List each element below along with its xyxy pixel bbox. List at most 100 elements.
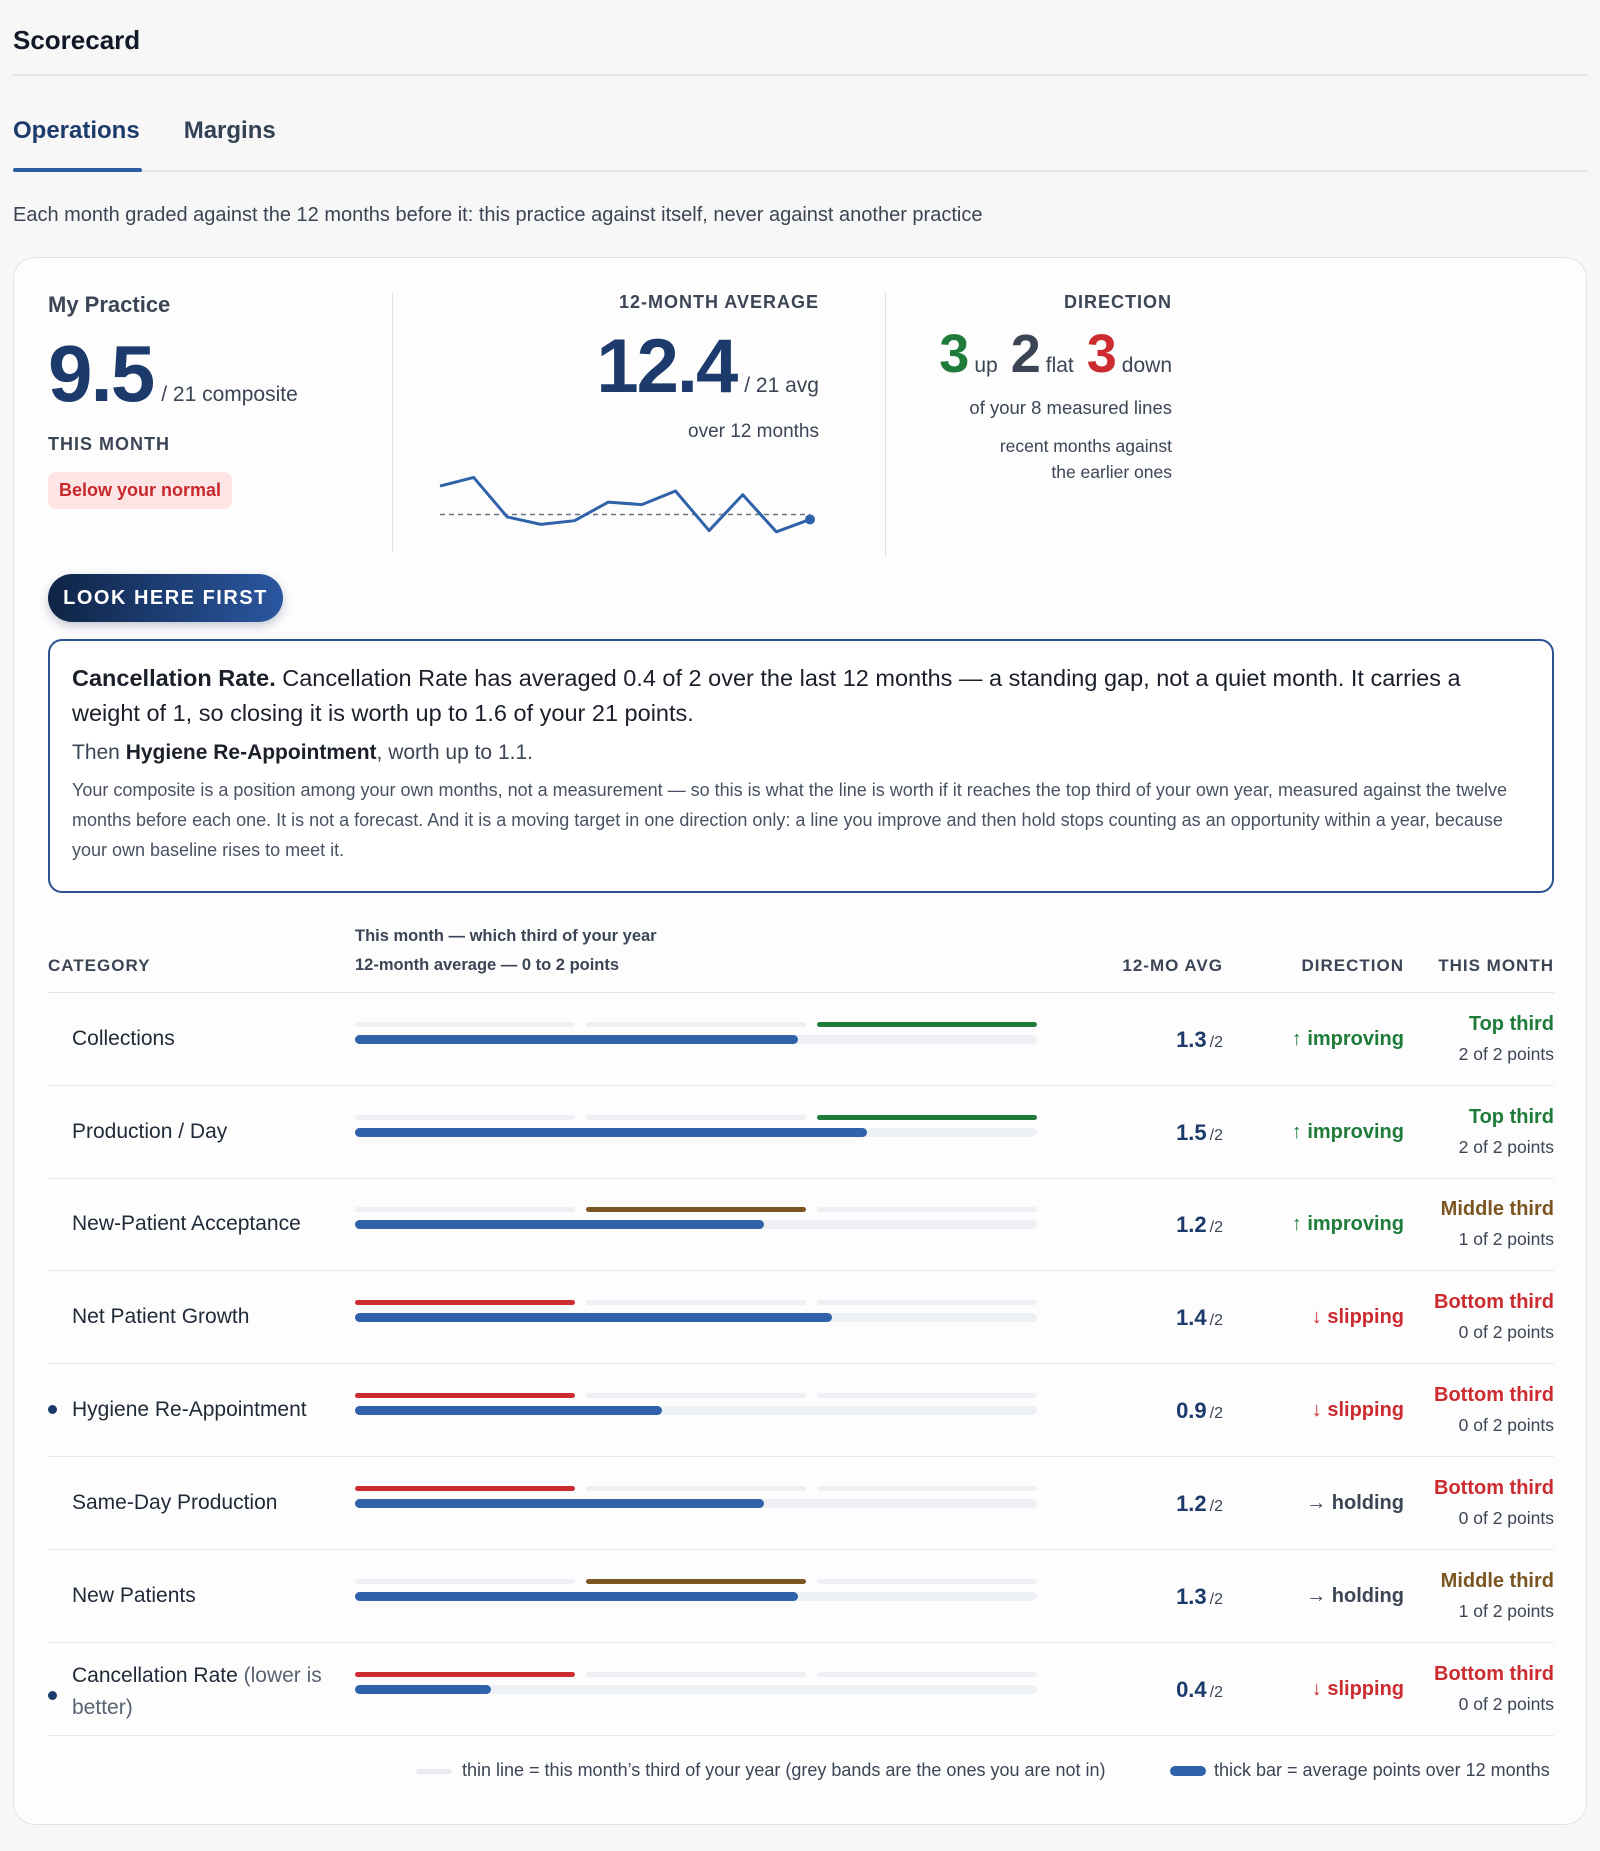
flat-word: flat (1045, 354, 1074, 377)
third-and-average-bars (355, 1110, 1037, 1150)
callout-main: Cancellation Rate. Cancellation Rate has… (72, 661, 1530, 731)
third-band (586, 1672, 806, 1677)
direction-label: DIRECTION (1064, 292, 1172, 312)
third-label: Top third (1468, 1013, 1554, 1035)
average-number: 1.2 (1176, 1491, 1207, 1516)
average-bar (355, 1220, 764, 1229)
table-row[interactable]: Net Patient Growth 1.4/2 ↓ slipping Bottom … (48, 1271, 1554, 1364)
points-label: 0 of 2 points (1458, 1508, 1554, 1528)
priority-dot-icon (48, 1405, 57, 1414)
third-label: Middle third (1440, 1570, 1554, 1592)
this-month-rating: Top third 2 of 2 points (1404, 1106, 1554, 1158)
this-month-rating: Middle third 1 of 2 points (1404, 1570, 1554, 1622)
third-band (586, 1115, 806, 1120)
average-number: 1.5 (1176, 1120, 1207, 1145)
direction-line-2: recent months against (999, 436, 1172, 456)
average-summary: 12-MONTH AVERAGE 12.4 / 21 avg over 12 m… (394, 292, 886, 557)
third-band (817, 1207, 1037, 1212)
average-scale: /2 (1209, 1684, 1223, 1701)
category-label: Hygiene Re-Appointment (72, 1398, 307, 1421)
third-and-average-bars (355, 1667, 1037, 1707)
callout-lead-bold: Cancellation Rate. (72, 665, 276, 691)
average-value: 1.2/2 (1083, 1491, 1223, 1517)
average-scale: /2 (1209, 1498, 1223, 1515)
category-label: Net Patient Growth (72, 1305, 250, 1328)
average-bar (355, 1592, 798, 1601)
table-row[interactable]: Production / Day 1.5/2 ↑ improving Top thir… (48, 1086, 1554, 1179)
direction-status: ↑ improving (1291, 1121, 1404, 1143)
col-this-month: THIS MONTH (1438, 956, 1554, 975)
table-header: CATEGORY This month — which third of you… (48, 908, 1554, 993)
direction-status: ↓ slipping (1311, 1306, 1404, 1328)
category-label: New Patients (72, 1584, 196, 1607)
average-bar (355, 1035, 798, 1044)
average-caption: over 12 months (688, 421, 819, 442)
table-row[interactable]: Hygiene Re-Appointment 0.9/2 ↓ slipping Bot… (48, 1364, 1554, 1457)
average-scale: /2 (1209, 1312, 1223, 1329)
third-label: Top third (1468, 1106, 1554, 1128)
average-bar (355, 1313, 832, 1322)
category-label: Production / Day (72, 1120, 228, 1143)
third-band (817, 1300, 1037, 1305)
average-number: 0.4 (1176, 1677, 1207, 1702)
callout-then-prefix: Then (72, 741, 126, 764)
sparkline-current-point (805, 514, 815, 525)
status-badge: Below your normal (48, 472, 233, 509)
average-number: 0.9 (1176, 1398, 1207, 1423)
scorecard-card: My Practice 9.5 / 21 composite THIS MONT… (13, 257, 1587, 1825)
category-name: New-Patient Acceptance (72, 1212, 301, 1236)
third-band (586, 1300, 806, 1305)
average-scale: /2 (1209, 1034, 1223, 1051)
third-band (817, 1672, 1037, 1677)
tab-operations[interactable]: Operations (13, 76, 142, 172)
average-bar (355, 1406, 662, 1415)
col-bars-line-1: This month — which third of your year (355, 927, 657, 945)
tab-margins[interactable]: Margins (183, 117, 276, 144)
third-band (355, 1300, 575, 1305)
direction-status: → holding (1306, 1492, 1404, 1514)
points-label: 0 of 2 points (1458, 1694, 1554, 1714)
my-practice-summary: My Practice 9.5 / 21 composite THIS MONT… (48, 292, 393, 552)
average-value: 12.4 (596, 324, 738, 409)
this-month-rating: Middle third 1 of 2 points (1404, 1198, 1554, 1250)
average-value: 0.4/2 (1083, 1677, 1223, 1703)
direction-status: → holding (1306, 1585, 1404, 1607)
third-band (586, 1579, 806, 1584)
callout-note: Your composite is a position among your … (72, 780, 1508, 860)
table-row[interactable]: Same-Day Production 1.2/2 → holding Bottom … (48, 1457, 1554, 1550)
category-name: Hygiene Re-Appointment (72, 1398, 307, 1422)
third-band (355, 1486, 575, 1491)
third-band (586, 1393, 806, 1398)
third-band (355, 1207, 575, 1212)
table-row[interactable]: New Patients 1.3/2 → holding Middle third 1 … (48, 1550, 1554, 1643)
third-band (586, 1022, 806, 1027)
third-and-average-bars (355, 1017, 1037, 1057)
table-row[interactable]: Cancellation Rate (lower is better) 0.4/2… (48, 1643, 1554, 1736)
third-band (355, 1022, 575, 1027)
down-word: down (1121, 354, 1172, 377)
category-name: Collections (72, 1027, 175, 1051)
category-name: Same-Day Production (72, 1491, 277, 1515)
average-scale: /2 (1209, 1405, 1223, 1422)
table-row[interactable]: Collections 1.3/2 ↑ improving Top third 2 of… (48, 993, 1554, 1086)
flat-count: 2 (1010, 324, 1041, 384)
third-and-average-bars (355, 1481, 1037, 1521)
average-value: 0.9/2 (1083, 1398, 1223, 1424)
direction-line-3: the earlier ones (1051, 462, 1172, 482)
sparkline-trend-line (439, 475, 811, 534)
direction-status: ↑ improving (1291, 1028, 1404, 1050)
category-label: Same-Day Production (72, 1491, 278, 1514)
look-here-first-button[interactable]: LOOK HERE FIRST (48, 574, 283, 622)
composite-suffix: / 21 composite (161, 383, 298, 406)
third-band (586, 1207, 806, 1212)
average-number: 1.3 (1176, 1584, 1207, 1609)
average-number: 1.3 (1176, 1027, 1207, 1052)
priority-dot-icon (48, 1691, 57, 1700)
table-row[interactable]: New-Patient Acceptance 1.2/2 ↑ improving Mi… (48, 1178, 1554, 1271)
priority-callout: Cancellation Rate. Cancellation Rate has… (48, 639, 1554, 893)
third-and-average-bars (355, 1388, 1037, 1428)
points-label: 1 of 2 points (1458, 1601, 1554, 1621)
up-count: 3 (939, 324, 970, 384)
category-name: Cancellation Rate (lower is better) (72, 1660, 342, 1724)
third-band (817, 1486, 1037, 1491)
